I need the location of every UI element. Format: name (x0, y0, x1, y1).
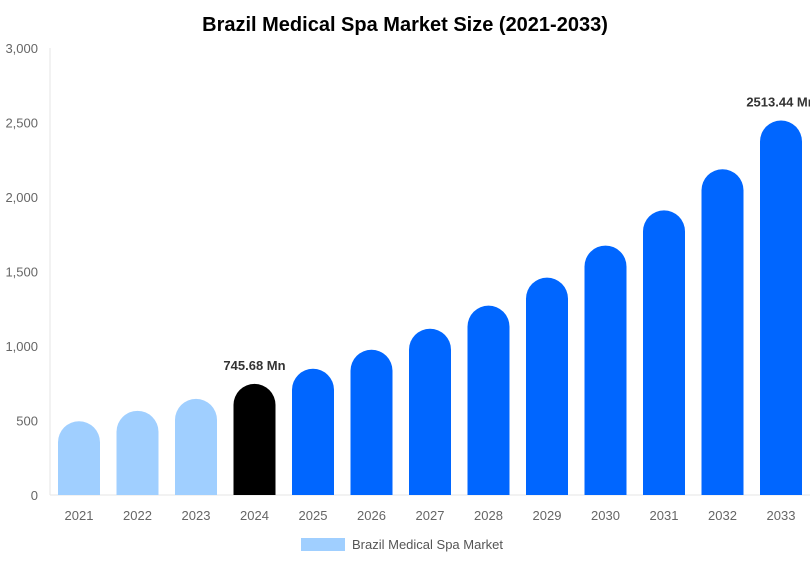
y-tick-label: 1,500 (5, 265, 38, 280)
bar-2032[interactable] (701, 169, 744, 495)
y-tick-label: 2,000 (5, 190, 38, 205)
x-tick-label: 2033 (767, 508, 796, 523)
bar-2025[interactable] (292, 368, 334, 495)
x-tick-label: 2028 (474, 508, 503, 523)
chart-title: Brazil Medical Spa Market Size (2021-203… (202, 14, 608, 36)
bar-2030[interactable] (584, 245, 627, 495)
bar-2023[interactable] (175, 398, 217, 495)
x-tick-label: 2031 (650, 508, 679, 523)
x-tick-label: 2027 (416, 508, 445, 523)
y-tick-label: 0 (31, 488, 38, 503)
bar-2027[interactable] (409, 328, 451, 495)
data-label: 745.68 Mn (223, 358, 285, 373)
y-tick-label: 2,500 (5, 116, 38, 131)
x-tick-label: 2022 (123, 508, 152, 523)
bar-2021[interactable] (58, 421, 100, 495)
x-tick-label: 2025 (299, 508, 328, 523)
legend[interactable]: Brazil Medical Spa Market (301, 537, 503, 552)
y-tick-label: 500 (16, 414, 38, 429)
bar-2022[interactable] (116, 410, 159, 495)
x-tick-label: 2026 (357, 508, 386, 523)
bar-2024[interactable] (233, 383, 276, 495)
bar-2031[interactable] (643, 210, 685, 495)
x-tick-label: 2021 (65, 508, 94, 523)
legend-swatch (301, 538, 345, 551)
y-tick-label: 3,000 (5, 41, 38, 56)
bar-2033[interactable] (760, 120, 802, 495)
x-tick-label: 2032 (708, 508, 737, 523)
x-tick-label: 2024 (240, 508, 269, 523)
bar-2026[interactable] (350, 349, 393, 495)
legend-label: Brazil Medical Spa Market (352, 537, 503, 552)
x-tick-label: 2023 (182, 508, 211, 523)
x-tick-label: 2030 (591, 508, 620, 523)
bar-2028[interactable] (467, 305, 510, 495)
data-label: 2513.44 Mn (746, 94, 810, 109)
bar-2029[interactable] (526, 277, 568, 495)
x-tick-label: 2029 (533, 508, 562, 523)
y-tick-label: 1,000 (5, 339, 38, 354)
